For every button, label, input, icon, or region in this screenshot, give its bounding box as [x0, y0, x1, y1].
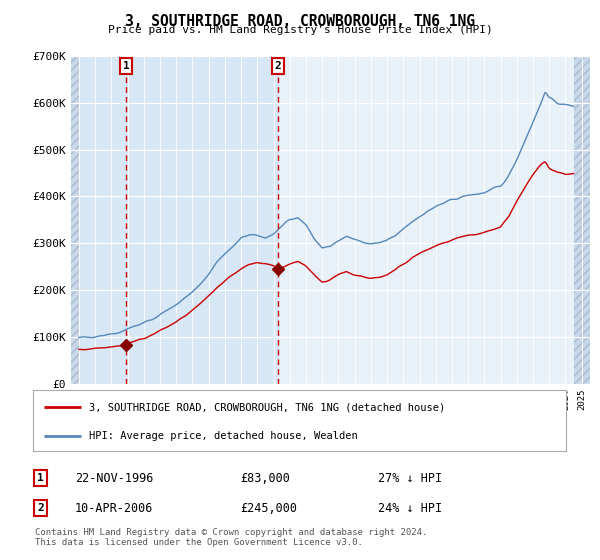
Text: Price paid vs. HM Land Registry's House Price Index (HPI): Price paid vs. HM Land Registry's House …: [107, 25, 493, 35]
Text: 22-NOV-1996: 22-NOV-1996: [75, 472, 154, 484]
Text: 2: 2: [37, 503, 44, 513]
Text: 10-APR-2006: 10-APR-2006: [75, 502, 154, 515]
Bar: [79, 56, 278, 384]
Text: 1: 1: [37, 473, 44, 483]
Text: £245,000: £245,000: [240, 502, 297, 515]
Text: 3, SOUTHRIDGE ROAD, CROWBOROUGH, TN6 1NG (detached house): 3, SOUTHRIDGE ROAD, CROWBOROUGH, TN6 1NG…: [89, 402, 445, 412]
Text: Contains HM Land Registry data © Crown copyright and database right 2024.
This d: Contains HM Land Registry data © Crown c…: [35, 528, 427, 547]
Text: 24% ↓ HPI: 24% ↓ HPI: [378, 502, 442, 515]
Text: 2: 2: [275, 61, 281, 71]
Bar: [71, 56, 79, 384]
Text: 27% ↓ HPI: 27% ↓ HPI: [378, 472, 442, 484]
Text: 1: 1: [122, 61, 130, 71]
Text: £83,000: £83,000: [240, 472, 290, 484]
Bar: [71, 56, 79, 384]
Text: HPI: Average price, detached house, Wealden: HPI: Average price, detached house, Weal…: [89, 431, 358, 441]
Bar: [574, 56, 590, 384]
Text: 3, SOUTHRIDGE ROAD, CROWBOROUGH, TN6 1NG: 3, SOUTHRIDGE ROAD, CROWBOROUGH, TN6 1NG: [125, 14, 475, 29]
